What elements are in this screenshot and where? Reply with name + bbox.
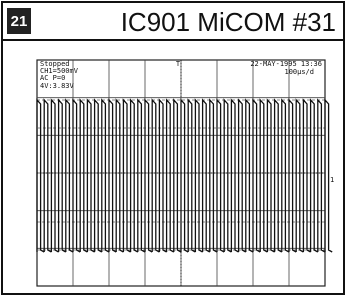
- page: 21 IC901 MiCOM #31 Stopped CH1=500mV AC …: [0, 0, 346, 296]
- scope-measure: 4V:3.83V: [40, 82, 75, 90]
- scope-timestamp: 22-MAY-1995 13:36: [250, 60, 322, 68]
- figure: 21 IC901 MiCOM #31 Stopped CH1=500mV AC …: [0, 0, 346, 296]
- scope-timebase: 100μs/d: [284, 68, 314, 76]
- figure-title: IC901 MiCOM #31: [121, 7, 336, 37]
- waveform: [37, 100, 332, 252]
- waveform-trace: [37, 100, 332, 252]
- channel-marker: 1: [330, 176, 334, 184]
- figure-number: 21: [11, 13, 28, 30]
- trigger-marker: T: [176, 60, 181, 68]
- scope-coupling: AC P=0: [40, 74, 65, 82]
